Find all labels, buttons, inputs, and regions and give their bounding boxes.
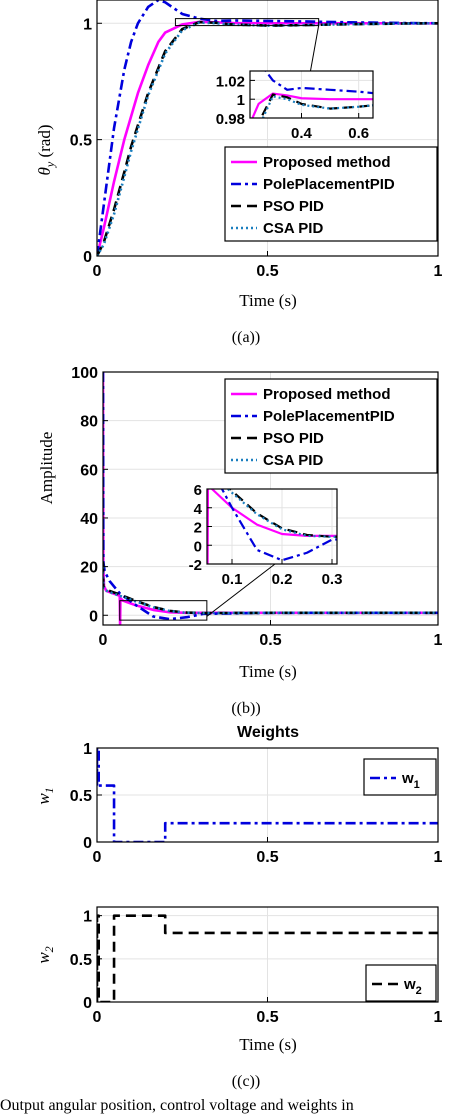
axes-frame	[249, 70, 374, 119]
y-tick-label: 1	[83, 909, 92, 926]
legend-label: w2	[403, 976, 422, 997]
x-tick-label: 0	[93, 1009, 102, 1026]
caption-a: ((a))	[232, 329, 260, 346]
legend-label: PSO PID	[263, 430, 324, 447]
x-tick-label: 1	[434, 632, 443, 649]
series-line	[97, 21, 438, 256]
plot-area	[250, 71, 373, 118]
y-tick-label: 0	[83, 249, 92, 266]
series-group	[97, 748, 438, 842]
y-tick-label: 20	[80, 560, 98, 577]
ylabel-a: θy (rad)	[35, 125, 57, 176]
y-tick-label: 4	[194, 501, 203, 518]
legend-label: CSA PID	[263, 220, 323, 237]
series-line	[103, 372, 438, 621]
xlabel-b: Time (s)	[239, 662, 296, 681]
x-tick-label: 0.5	[256, 263, 278, 280]
series-group	[97, 0, 438, 256]
y-tick-label: 0.98	[216, 111, 245, 128]
legend-label: Proposed method	[263, 154, 391, 171]
zoom-box	[174, 18, 320, 27]
y-tick-label: 0.5	[70, 133, 92, 150]
x-tick-label: 0.5	[259, 632, 281, 649]
zoom-connector	[206, 563, 276, 617]
legend-label: Proposed method	[263, 386, 391, 403]
y-tick-label: 1	[83, 16, 92, 33]
y-tick-label: 1.02	[216, 73, 245, 90]
x-tick-label: 0.5	[256, 1009, 278, 1026]
caption-c: ((c))	[232, 1073, 260, 1090]
x-tick-label: 1	[434, 1009, 443, 1026]
legend-label: PolePlacementPID	[263, 408, 395, 425]
panel-c1: 0 0.5 1 0 0.5 1 w1 w1	[34, 741, 443, 866]
x-tick-label: 1	[434, 849, 443, 866]
y-tick-label: 0	[194, 538, 202, 555]
xlabel-c: Time (s)	[239, 1035, 296, 1054]
y-tick-label: 60	[80, 462, 98, 479]
x-tick-label: 1	[434, 263, 443, 280]
x-tick-label: 0.5	[256, 849, 278, 866]
x-tick-label: 0	[93, 849, 102, 866]
y-tick-label: 100	[71, 365, 98, 382]
y-tick-label: 1	[83, 741, 92, 758]
x-tick-label: 0	[93, 263, 102, 280]
legend-label: PSO PID	[263, 198, 324, 215]
y-tick-label: 0	[83, 835, 92, 852]
y-tick-label: 0	[83, 995, 92, 1012]
panel-c2: 0 0.5 1 0 0.5 1 w2 w2	[34, 906, 443, 1026]
series-group	[207, 489, 337, 564]
caption-b: ((b))	[231, 700, 260, 717]
y-tick-label: 0	[89, 608, 98, 625]
series-group	[251, 71, 373, 118]
y-tick-label: 40	[80, 511, 98, 528]
y-tick-label: 2	[194, 520, 202, 537]
xlabel-a: Time (s)	[239, 291, 296, 310]
y-tick-label: 6	[194, 482, 202, 499]
x-tick-label: 0.6	[348, 125, 369, 142]
weights-title: Weights	[237, 724, 299, 741]
x-tick-label: 0.2	[272, 571, 293, 588]
series-line	[97, 0, 438, 256]
y-tick-label: 0.5	[70, 788, 92, 805]
x-tick-label: 0.3	[322, 571, 343, 588]
ylabel-b: Amplitude	[37, 432, 56, 505]
series-line	[251, 92, 373, 118]
legend-label: w1	[401, 770, 420, 791]
x-tick-label: 0.4	[291, 125, 313, 142]
y-tick-label: 0.5	[70, 952, 92, 969]
legend-box	[224, 146, 438, 242]
ylabel-c1: w1	[34, 787, 56, 804]
series-line	[220, 489, 337, 562]
series-line	[97, 748, 438, 842]
series-line	[103, 566, 438, 615]
y-tick-label: 1	[237, 92, 245, 109]
series-group	[103, 372, 438, 625]
legend-label: PolePlacementPID	[263, 176, 395, 193]
footer-caption: Output angular position, control voltage…	[0, 1097, 354, 1114]
zoom-box	[119, 600, 208, 621]
legend-label: CSA PID	[263, 452, 323, 469]
ylabel-c2: w2	[34, 946, 56, 963]
panel-a: 0 0.5 1 0 0.5 1 θy (rad) 0.4 0.6 0.98 1 1.02 Propose…	[35, 0, 443, 280]
x-tick-label: 0.1	[222, 571, 243, 588]
series-line	[226, 489, 337, 538]
y-tick-label: -2	[189, 557, 202, 574]
legend-box	[224, 378, 438, 474]
series-line	[259, 93, 373, 118]
y-tick-label: 80	[80, 414, 98, 431]
x-tick-label: 0	[99, 632, 108, 649]
